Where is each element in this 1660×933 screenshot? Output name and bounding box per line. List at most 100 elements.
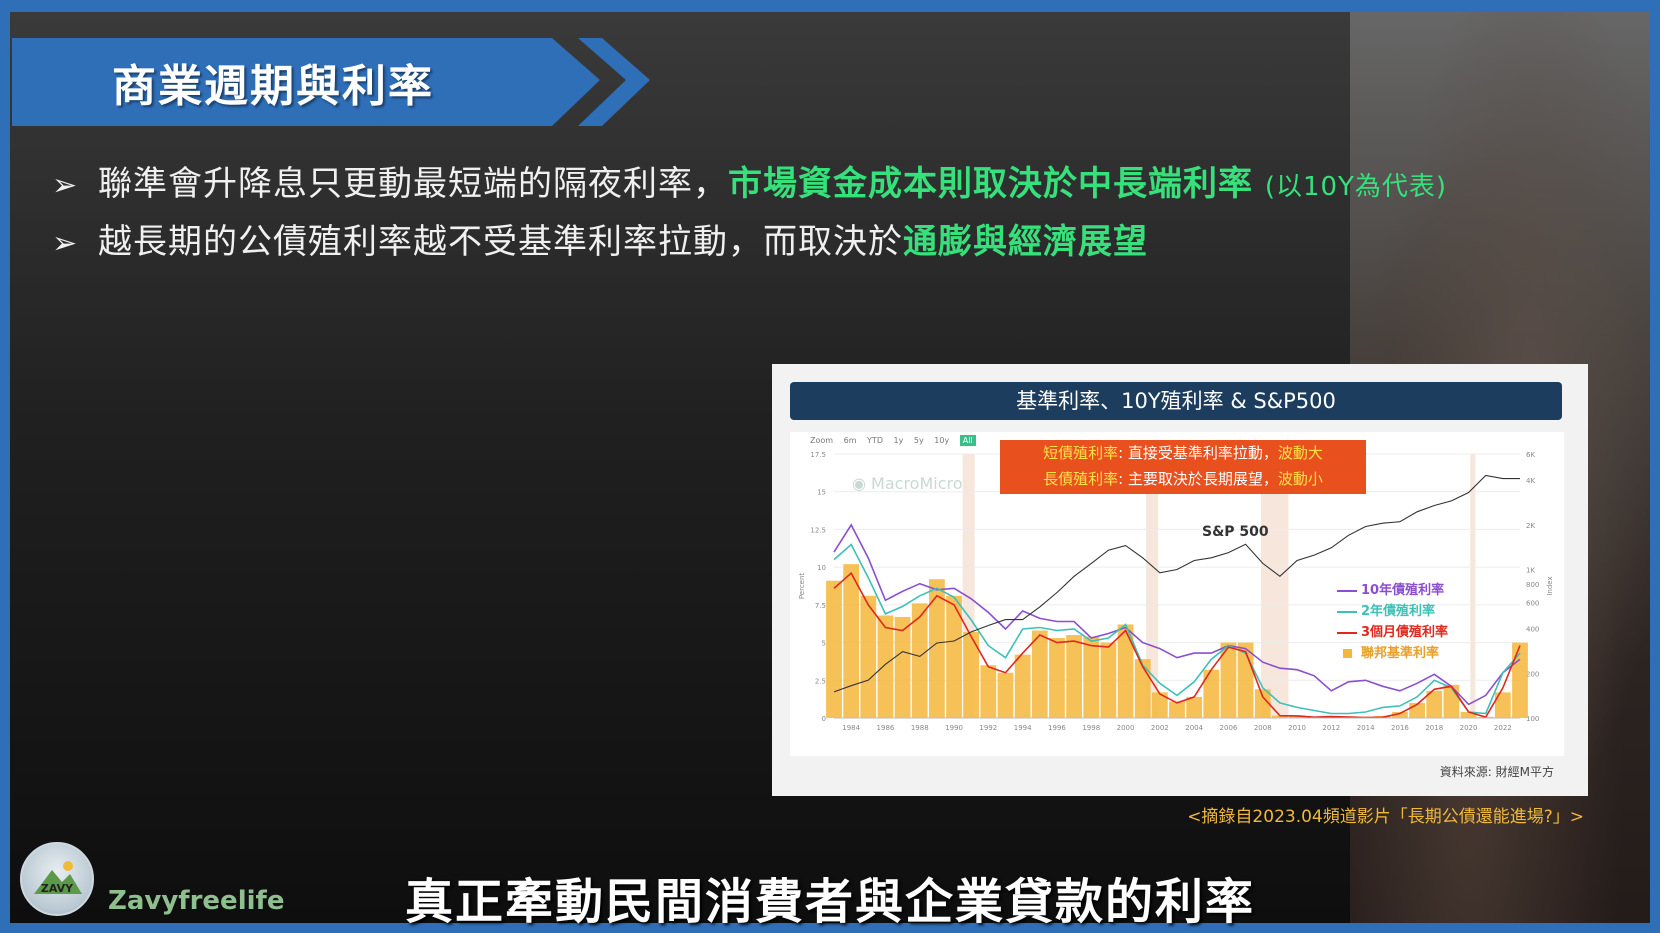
bullet-1-text: 聯準會升降息只更動最短端的隔夜利率，: [98, 164, 728, 204]
series-line-1: [833, 543, 1521, 715]
slide-title: 商業週期與利率: [112, 61, 434, 112]
chart-title: 基準利率、10Y殖利率 & S&P500: [790, 382, 1562, 420]
fed-funds-bar-5: [911, 603, 928, 718]
toolbar-all-button[interactable]: All: [959, 435, 976, 446]
recession-band-3: [1470, 454, 1476, 718]
toolbar-ytd-button[interactable]: YTD: [867, 436, 883, 445]
bullet-2-text: 越長期的公債殖利率越不受基準利率拉動，而取決於: [98, 222, 903, 262]
video-subtitle: 真正牽動民間消費者與企業貸款的利率: [404, 874, 1255, 930]
fed-funds-bar-33: [1392, 711, 1408, 718]
video-quote: <摘錄自2023.04頻道影片「長期公債還能進場?」>: [1187, 807, 1584, 827]
y-right-tick-label-1: 200: [1526, 670, 1539, 678]
y-right-tick-label-5: 1K: [1526, 567, 1535, 575]
fed-funds-bar-6: [929, 579, 945, 718]
y-right-tick-label-4: 800: [1526, 581, 1539, 589]
fed-funds-bar-25: [1254, 689, 1271, 718]
y-right-axis-label: Index: [1546, 576, 1554, 595]
y-axis-label: Percent: [798, 573, 806, 600]
x-tick-label-12: 2008: [1254, 724, 1272, 732]
bullet-1: ➢ 聯準會升降息只更動最短端的隔夜利率，市場資金成本則取決於中長端利率 (以10Y…: [52, 156, 1447, 205]
bullet-2: ➢ 越長期的公債殖利率越不受基準利率拉動，而取決於通膨與經濟展望: [52, 214, 1148, 263]
x-tick-label-18: 2020: [1460, 724, 1478, 732]
fed-funds-bar-7: [946, 595, 962, 718]
x-tick-label-11: 2006: [1220, 724, 1238, 732]
title-banner: [12, 38, 650, 126]
chart-toolbar: Zoom 6m YTD 1y 5y 10y All: [810, 435, 984, 446]
fed-funds-bar-8: [963, 632, 980, 718]
x-tick-label-0: 1984: [842, 724, 860, 732]
chart-source: 資料來源: 財經M平方: [1439, 765, 1554, 779]
y-tick-label-1: 2.5: [815, 677, 826, 685]
fed-funds-bar-19: [1151, 692, 1168, 718]
toolbar-5y-button[interactable]: 5y: [913, 436, 924, 445]
macromicro-logo-icon: ◉: [852, 474, 872, 493]
fed-funds-bar-9: [980, 665, 997, 718]
toolbar-6m-button[interactable]: 6m: [843, 436, 857, 445]
y-tick-label-0: 0: [822, 715, 826, 723]
arrow-bullet-icon: ➢: [52, 168, 79, 203]
x-tick-label-15: 2014: [1357, 724, 1375, 732]
sp500-annotation: S&P 500: [1202, 524, 1269, 540]
fed-funds-bar-11: [1014, 654, 1031, 718]
logo-text: ZAVY: [41, 882, 74, 895]
watermark-text: MacroMicro: [871, 474, 963, 493]
fed-funds-bar-23: [1220, 642, 1237, 718]
fed-funds-bar-1: [843, 564, 860, 718]
legend-10y: 10年債殖利率: [1337, 580, 1448, 601]
chart-svg: 0 2.5 5 7.5 10 12.5 15 17.5 100 200 400 600 800 1K 2K 4…: [798, 451, 1554, 732]
fed-funds-bar-12: [1031, 630, 1048, 718]
y-tick-label-3: 7.5: [815, 602, 826, 610]
y-right-tick-label-8: 6K: [1526, 451, 1535, 459]
fed-funds-bar-36: [1443, 684, 1460, 718]
y-tick-label-2: 5: [822, 640, 826, 648]
chart-watermark: ◉ MacroMicro: [852, 474, 963, 493]
x-tick-label-5: 1994: [1014, 724, 1032, 732]
fed-funds-bar-14: [1066, 635, 1082, 718]
fed-funds-bar-20: [1169, 701, 1185, 718]
chart-card: 基準利率、10Y殖利率 & S&P500 0 2.5 5 7.5 10 12.5 15 17.…: [772, 364, 1588, 796]
legend-2y: 2年債殖利率: [1337, 601, 1448, 622]
x-tick-label-4: 1992: [979, 724, 997, 732]
toolbar-1y-button[interactable]: 1y: [893, 436, 904, 445]
chart-legend: 10年債殖利率 2年債殖利率 3個月債殖利率 聯邦基準利率: [1337, 580, 1448, 664]
x-tick-label-13: 2010: [1288, 724, 1306, 732]
y-right-tick-label-3: 600: [1526, 599, 1539, 607]
x-tick-label-19: 2022: [1494, 724, 1512, 732]
chart-note-box: 短債殖利率: 直接受基準利率拉動，波動大 長債殖利率: 主要取決於長期展望，波動…: [1000, 440, 1366, 494]
y-right-tick-label-7: 4K: [1526, 477, 1535, 485]
series-line-2: [833, 571, 1521, 719]
x-tick-label-6: 1996: [1048, 724, 1066, 732]
fed-funds-bar-2: [860, 595, 877, 718]
toolbar-zoom-label: Zoom: [810, 436, 834, 445]
bullet-2-highlight: 通膨與經濟展望: [903, 222, 1148, 262]
x-tick-label-8: 2000: [1117, 724, 1135, 732]
y-right-tick-label-2: 400: [1526, 626, 1539, 634]
fed-funds-bar-26: [1272, 715, 1288, 718]
fed-funds-bar-13: [1049, 638, 1065, 718]
toolbar-10y-button[interactable]: 10y: [934, 436, 950, 445]
x-tick-label-1: 1986: [877, 724, 895, 732]
fed-funds-bar-4: [894, 616, 911, 718]
y-tick-label-7: 17.5: [810, 451, 826, 459]
fed-funds-bar-37: [1460, 711, 1477, 718]
fed-funds-bar-15: [1083, 636, 1100, 718]
fed-funds-bar-39: [1494, 692, 1511, 718]
x-tick-label-14: 2012: [1322, 724, 1340, 732]
x-tick-label-2: 1988: [911, 724, 929, 732]
fed-funds-bar-35: [1426, 690, 1443, 718]
channel-name: Zavyfreelife: [108, 886, 285, 916]
x-tick-label-3: 1990: [945, 724, 963, 732]
series-line-sp500: [833, 474, 1520, 693]
fed-funds-bar-3: [877, 615, 894, 718]
x-tick-label-7: 1998: [1082, 724, 1100, 732]
recession-band-1: [1146, 454, 1159, 718]
bullet-1-note: (以10Y為代表): [1264, 172, 1448, 202]
y-right-tick-label-6: 2K: [1526, 522, 1535, 530]
y-tick-label-6: 15: [817, 489, 826, 497]
x-tick-label-9: 2002: [1151, 724, 1169, 732]
note-line-1: 短債殖利率: 直接受基準利率拉動，波動大: [1043, 444, 1323, 462]
arrow-bullet-icon: ➢: [52, 226, 79, 261]
y-tick-label-4: 10: [817, 564, 826, 572]
fed-funds-bar-0: [826, 580, 842, 718]
x-tick-label-10: 2004: [1185, 724, 1203, 732]
